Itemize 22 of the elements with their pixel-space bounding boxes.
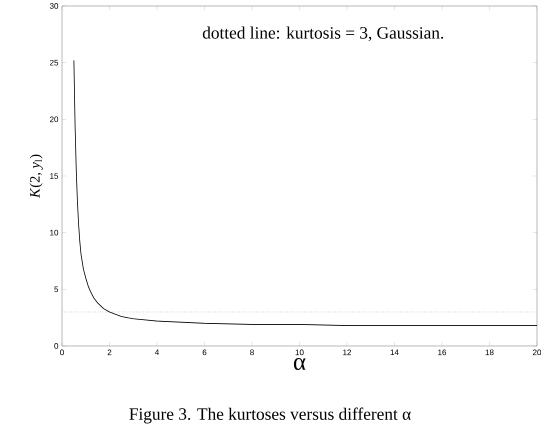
x-tick-label: 18	[486, 350, 494, 356]
x-axis-title: α	[294, 358, 306, 370]
y-tick-label: 25	[50, 60, 58, 66]
x-tick-label: 6	[202, 350, 206, 356]
y-tick-label: 30	[50, 3, 58, 9]
x-tick-label: 0	[60, 350, 64, 356]
y-tick-label: 5	[54, 286, 58, 292]
x-tick-label: 8	[250, 350, 254, 356]
y-tick-label: 15	[50, 173, 58, 179]
caption: Figure 3. The kurtoses versus different α	[129, 408, 411, 424]
y-tick-label: 0	[54, 343, 58, 349]
annotation: dotted line: kurtosis = 3, Gaussian.	[202, 26, 444, 42]
x-tick-label: 2	[108, 350, 112, 356]
x-tick-label: 20	[532, 350, 541, 356]
y-tick-label: 20	[50, 116, 58, 122]
x-tick-label: 12	[343, 350, 352, 356]
y-axis-title: K(2, y$_{l}$)	[30, 154, 43, 198]
x-tick-label: 14	[390, 350, 399, 356]
x-tick-label: 10	[296, 350, 304, 356]
y-tick-label: 10	[50, 230, 58, 236]
x-tick-label: 4	[154, 350, 159, 356]
x-tick-label: 16	[438, 350, 446, 356]
